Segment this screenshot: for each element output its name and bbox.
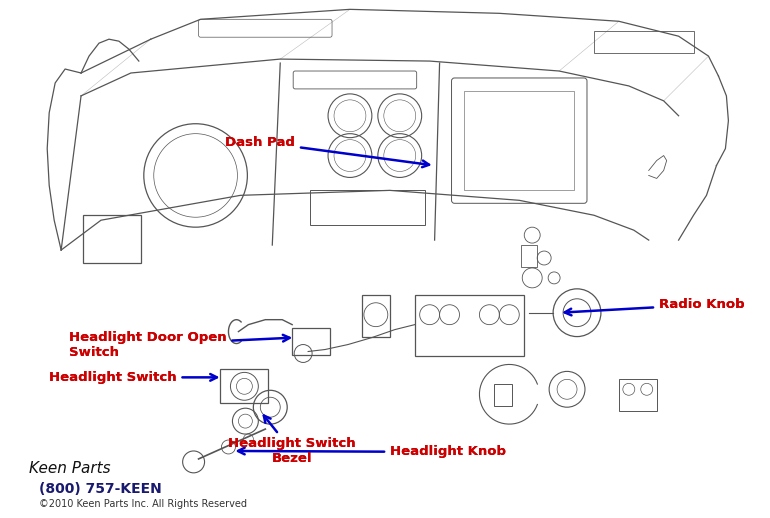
Text: Headlight Switch
Bezel: Headlight Switch Bezel	[229, 437, 356, 465]
Text: Headlight Knob: Headlight Knob	[238, 445, 506, 458]
Bar	[310, 191, 424, 225]
Bar	[464, 91, 574, 191]
Text: ©2010 Keen Parts Inc. All Rights Reserved: ©2010 Keen Parts Inc. All Rights Reserve…	[39, 499, 247, 509]
Text: Dash Pad: Dash Pad	[226, 136, 296, 149]
Text: Keen Parts: Keen Parts	[29, 462, 111, 477]
Text: Radio Knob: Radio Knob	[658, 298, 745, 311]
Text: Dash Pad: Dash Pad	[226, 136, 429, 167]
Text: Headlight Door Open
Switch: Headlight Door Open Switch	[69, 330, 290, 358]
Bar	[83, 215, 141, 263]
Text: Headlight Switch: Headlight Switch	[49, 371, 177, 384]
Text: Headlight Door Open
Switch: Headlight Door Open Switch	[69, 330, 226, 358]
Bar	[619, 379, 657, 411]
Bar	[220, 369, 268, 403]
Text: Headlight Switch
Bezel: Headlight Switch Bezel	[229, 415, 356, 465]
Text: Headlight Knob: Headlight Knob	[390, 445, 506, 458]
Text: Headlight Switch: Headlight Switch	[49, 371, 217, 384]
Text: Radio Knob: Radio Knob	[564, 298, 745, 315]
Bar	[415, 295, 524, 356]
Bar	[521, 245, 537, 267]
Bar	[362, 295, 390, 337]
Text: (800) 757-KEEN: (800) 757-KEEN	[39, 482, 162, 496]
Bar	[594, 31, 694, 53]
Bar	[292, 327, 330, 355]
Bar	[494, 384, 512, 406]
